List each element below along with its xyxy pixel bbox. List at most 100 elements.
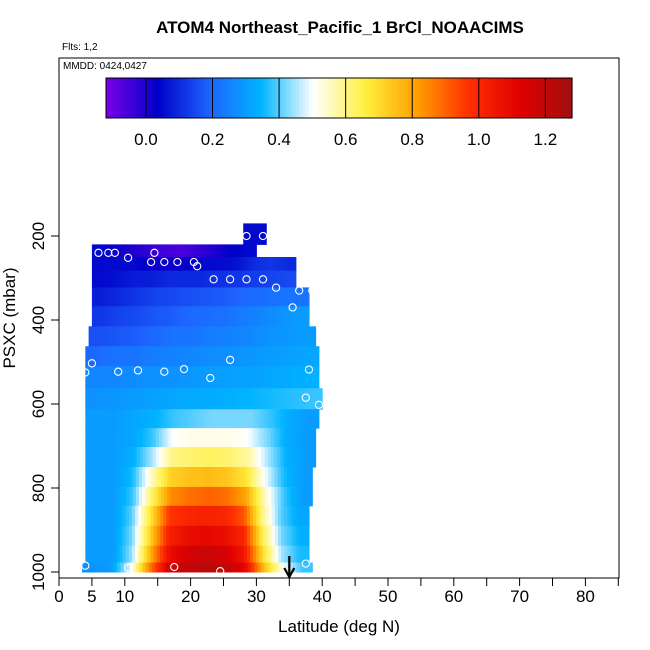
heatmap-cell [242, 467, 247, 488]
heatmap-cell [176, 287, 180, 307]
heatmap-cell [213, 257, 218, 272]
heatmap-cell [130, 244, 134, 258]
colorbar-swatch [165, 78, 170, 118]
colorbar-swatch [112, 78, 117, 118]
colorbar-border [105, 77, 573, 119]
colorbar-swatch [309, 78, 313, 118]
heatmap-cell [208, 326, 213, 347]
heatmap-cell [245, 428, 249, 448]
heatmap-cell [103, 505, 108, 527]
heatmap-cell [149, 428, 153, 448]
heatmap-cell [126, 486, 130, 507]
heatmap-cell [142, 270, 147, 288]
heatmap-cell [111, 409, 116, 429]
heatmap-cell [302, 346, 307, 367]
heatmap-cell [212, 545, 217, 564]
heatmap-cell [166, 366, 171, 389]
heatmap-cell [153, 366, 158, 389]
heatmap-cell [221, 366, 226, 389]
heatmap-cell [141, 388, 146, 410]
heatmap-cell [274, 545, 279, 564]
heatmap-cell [116, 486, 121, 507]
heatmap-cell [215, 366, 219, 389]
heatmap-cell [122, 306, 126, 327]
heatmap-cell [189, 346, 193, 367]
heatmap-cell [213, 447, 217, 468]
heatmap-cell [142, 428, 147, 448]
colorbar-swatch [472, 78, 477, 118]
heatmap-cell [130, 366, 135, 389]
heatmap-cell [85, 525, 89, 547]
heatmap-cell [179, 409, 184, 429]
heatmap-cell [205, 467, 209, 488]
heatmap-cell [194, 447, 198, 468]
heatmap-cell [149, 306, 153, 327]
heatmap-cell [152, 562, 157, 573]
heatmap-cell [126, 326, 131, 347]
heatmap-cell [136, 447, 141, 468]
heatmap-cell [139, 428, 144, 448]
heatmap-cell [215, 346, 219, 367]
heatmap-cell [189, 409, 193, 429]
heatmap-cell [147, 545, 152, 564]
heatmap-cell [228, 244, 233, 258]
observation-point [301, 559, 310, 568]
heatmap-cell [169, 525, 173, 547]
heatmap-cell [174, 244, 178, 258]
heatmap-cell [128, 257, 133, 272]
heatmap-cell [309, 346, 313, 367]
heatmap-cell [253, 525, 257, 547]
colorbar-swatch [106, 78, 110, 118]
colorbar-swatch [345, 78, 350, 118]
heatmap-cell [257, 366, 262, 389]
heatmap-cell [85, 388, 90, 410]
heatmap-cell [140, 346, 145, 367]
observation-point [301, 393, 310, 402]
heatmap-cell [277, 326, 282, 347]
heatmap-cell [189, 366, 193, 389]
colorbar-swatch [212, 78, 217, 118]
heatmap-cell [220, 388, 224, 410]
observation-point [146, 257, 156, 267]
heatmap-cell [315, 346, 320, 367]
heatmap-cell [270, 270, 274, 288]
heatmap-cell [192, 486, 197, 507]
heatmap-cell [278, 306, 283, 327]
x-axis-label: Latitude (deg N) [278, 617, 400, 636]
heatmap-cell [138, 467, 143, 488]
heatmap-cell [193, 270, 198, 288]
heatmap-cell [276, 270, 280, 288]
heatmap-cell [164, 287, 168, 307]
heatmap-cell [269, 388, 274, 410]
heatmap-cell [265, 525, 270, 547]
heatmap-cell [131, 388, 136, 410]
heatmap-cell [149, 447, 153, 468]
heatmap-cell [158, 306, 162, 327]
heatmap-cell [261, 562, 265, 573]
heatmap-cell [88, 545, 93, 564]
heatmap-cell [281, 545, 285, 564]
heatmap-cell [173, 306, 177, 327]
heatmap-cell [224, 306, 229, 327]
heatmap-cell [178, 447, 182, 468]
y-tick-label: 400 [29, 306, 48, 334]
heatmap-cell [271, 545, 276, 564]
heatmap-cell [211, 467, 216, 488]
heatmap-cell [197, 447, 201, 468]
heatmap-cell [241, 346, 245, 367]
heatmap-cell [280, 562, 285, 573]
heatmap-cell [106, 287, 111, 307]
heatmap-cell [219, 257, 223, 272]
heatmap-cell [231, 525, 235, 547]
heatmap-cell [247, 409, 252, 429]
heatmap-cell [176, 346, 180, 367]
heatmap-cell [205, 346, 210, 367]
heatmap-cell [245, 287, 250, 307]
heatmap-cell [108, 257, 113, 272]
heatmap-cell [299, 428, 304, 448]
heatmap-cell [206, 428, 211, 448]
colorbar-swatch [568, 78, 573, 118]
heatmap-cell [100, 306, 105, 327]
colorbar-swatch [229, 78, 234, 118]
x-tick-label: 5 [87, 587, 96, 606]
